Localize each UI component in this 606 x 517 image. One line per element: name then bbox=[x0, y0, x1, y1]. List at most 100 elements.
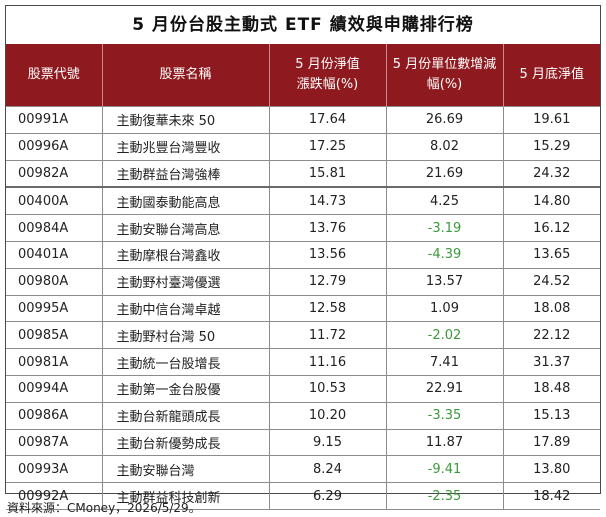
cell-nav: 24.32 bbox=[502, 159, 600, 188]
table-row: 00984A 主動安聯台灣高息 13.76 -3.19 16.12 bbox=[6, 214, 600, 242]
cell-nav: 22.12 bbox=[502, 321, 600, 350]
header-perf-line1: 5 月份淨值 bbox=[295, 57, 360, 72]
table-row: 00986A 主動台新龍頭成長 10.20 -3.35 15.13 bbox=[6, 401, 600, 430]
cell-perf: 10.20 bbox=[268, 401, 387, 430]
cell-nav: 19.61 bbox=[502, 106, 600, 134]
cell-name: 主動安聯台灣高息 bbox=[101, 214, 270, 242]
header-row: 股票代號 股票名稱 5 月份淨值 漲跌幅(%) 5 月份單位數增減 幅(%) 5… bbox=[6, 44, 600, 107]
table-row: 00993A 主動安聯台灣 8.24 -9.41 13.80 bbox=[6, 455, 600, 484]
header-nav: 5 月底淨值 bbox=[502, 44, 600, 107]
header-name: 股票名稱 bbox=[101, 44, 270, 107]
cell-units: 11.87 bbox=[385, 428, 504, 457]
cell-units: -3.35 bbox=[385, 401, 504, 430]
cell-perf: 15.81 bbox=[268, 159, 387, 188]
cell-nav: 15.29 bbox=[502, 132, 600, 161]
cell-nav: 13.80 bbox=[502, 455, 600, 484]
cell-name: 主動復華未來 50 bbox=[101, 106, 270, 134]
cell-name: 主動野村台灣 50 bbox=[101, 321, 270, 350]
cell-name: 主動摩根台灣鑫收 bbox=[101, 240, 270, 269]
cell-units: 7.41 bbox=[385, 348, 504, 376]
table-row: 00400A 主動國泰動能高息 14.73 4.25 14.80 bbox=[6, 186, 600, 216]
header-code: 股票代號 bbox=[6, 44, 103, 107]
cell-name: 主動中信台灣卓越 bbox=[101, 294, 270, 323]
cell-name: 主動第一金台股優 bbox=[101, 374, 270, 403]
cell-name: 主動群益台灣強棒 bbox=[101, 159, 270, 188]
cell-nav: 15.13 bbox=[502, 401, 600, 430]
cell-code: 00400A bbox=[6, 186, 103, 216]
cell-code: 00982A bbox=[6, 159, 103, 188]
cell-name: 主動國泰動能高息 bbox=[101, 186, 270, 216]
table-row: 00987A 主動台新優勢成長 9.15 11.87 17.89 bbox=[6, 428, 600, 457]
table-row: 00981A 主動統一台股增長 11.16 7.41 31.37 bbox=[6, 348, 600, 376]
cell-perf: 13.76 bbox=[268, 214, 387, 242]
cell-perf: 8.24 bbox=[268, 455, 387, 484]
table-row: 00982A 主動群益台灣強棒 15.81 21.69 24.32 bbox=[6, 159, 600, 188]
cell-units: -9.41 bbox=[385, 455, 504, 484]
table-body: 00991A 主動復華未來 50 17.64 26.69 19.61 00996A 主動兆豐… bbox=[6, 106, 600, 510]
cell-code: 00992A bbox=[6, 482, 103, 510]
cell-perf: 6.29 bbox=[268, 482, 387, 510]
cell-name: 主動野村臺灣優選 bbox=[101, 267, 270, 296]
cell-code: 00980A bbox=[6, 267, 103, 296]
cell-perf: 10.53 bbox=[268, 374, 387, 403]
header-units: 5 月份單位數增減 幅(%) bbox=[385, 44, 504, 107]
table-row: 00980A 主動野村臺灣優選 12.79 13.57 24.52 bbox=[6, 267, 600, 296]
table-row: 00995A 主動中信台灣卓越 12.58 1.09 18.08 bbox=[6, 294, 600, 323]
cell-name: 主動台新優勢成長 bbox=[101, 428, 270, 457]
etf-ranking-table: 股票代號 股票名稱 5 月份淨值 漲跌幅(%) 5 月份單位數增減 幅(%) 5… bbox=[6, 44, 600, 510]
cell-units: -2.02 bbox=[385, 321, 504, 350]
cell-nav: 31.37 bbox=[502, 348, 600, 376]
cell-name: 主動兆豐台灣豐收 bbox=[101, 132, 270, 161]
cell-code: 00985A bbox=[6, 321, 103, 350]
table-row: 00401A 主動摩根台灣鑫收 13.56 -4.39 13.65 bbox=[6, 240, 600, 269]
cell-nav: 18.42 bbox=[502, 482, 600, 510]
table-row: 00985A 主動野村台灣 50 11.72 -2.02 22.12 bbox=[6, 321, 600, 350]
cell-code: 00991A bbox=[6, 106, 103, 134]
header-units-line1: 5 月份單位數增減 bbox=[392, 57, 497, 72]
cell-units: 26.69 bbox=[385, 106, 504, 134]
cell-code: 00987A bbox=[6, 428, 103, 457]
source-note: 資料來源：CMoney，2026/5/29。 bbox=[7, 501, 201, 515]
cell-perf: 17.25 bbox=[268, 132, 387, 161]
cell-perf: 12.79 bbox=[268, 267, 387, 296]
table-row: 00994A 主動第一金台股優 10.53 22.91 18.48 bbox=[6, 374, 600, 403]
cell-name: 主動安聯台灣 bbox=[101, 455, 270, 484]
cell-units: -3.19 bbox=[385, 214, 504, 242]
cell-code: 00996A bbox=[6, 132, 103, 161]
header-perf-line2: 漲跌幅(%) bbox=[296, 77, 359, 92]
cell-perf: 12.58 bbox=[268, 294, 387, 323]
cell-units: 8.02 bbox=[385, 132, 504, 161]
header-perf: 5 月份淨值 漲跌幅(%) bbox=[268, 44, 387, 107]
cell-code: 00981A bbox=[6, 348, 103, 376]
table-title: 5 月份台股主動式 ETF 績效與申購排行榜 bbox=[132, 15, 474, 35]
cell-nav: 14.80 bbox=[502, 186, 600, 216]
header-units-line2: 幅(%) bbox=[426, 77, 463, 92]
cell-nav: 18.08 bbox=[502, 294, 600, 323]
cell-code: 00986A bbox=[6, 401, 103, 430]
cell-nav: 17.89 bbox=[502, 428, 600, 457]
cell-name: 主動群益科技創新 bbox=[101, 482, 270, 510]
cell-units: -4.39 bbox=[385, 240, 504, 269]
cell-units: 13.57 bbox=[385, 267, 504, 296]
cell-perf: 11.16 bbox=[268, 348, 387, 376]
cell-nav: 24.52 bbox=[502, 267, 600, 296]
table-row: 00992A 主動群益科技創新 6.29 -2.35 18.42 bbox=[6, 482, 600, 510]
cell-nav: 16.12 bbox=[502, 214, 600, 242]
cell-perf: 13.56 bbox=[268, 240, 387, 269]
cell-perf: 17.64 bbox=[268, 106, 387, 134]
table-row: 00991A 主動復華未來 50 17.64 26.69 19.61 bbox=[6, 106, 600, 134]
ranking-table-frame: 5 月份台股主動式 ETF 績效與申購排行榜 股票代號 股票名稱 5 月份淨值 … bbox=[5, 5, 601, 510]
cell-units: 4.25 bbox=[385, 186, 504, 216]
cell-code: 00994A bbox=[6, 374, 103, 403]
cell-name: 主動台新龍頭成長 bbox=[101, 401, 270, 430]
cell-units: -2.35 bbox=[385, 482, 504, 510]
cell-perf: 14.73 bbox=[268, 186, 387, 216]
cell-name: 主動統一台股增長 bbox=[101, 348, 270, 376]
cell-code: 00401A bbox=[6, 240, 103, 269]
cell-code: 00993A bbox=[6, 455, 103, 484]
cell-perf: 9.15 bbox=[268, 428, 387, 457]
cell-code: 00984A bbox=[6, 214, 103, 242]
cell-code: 00995A bbox=[6, 294, 103, 323]
cell-nav: 18.48 bbox=[502, 374, 600, 403]
table-row: 00996A 主動兆豐台灣豐收 17.25 8.02 15.29 bbox=[6, 132, 600, 161]
